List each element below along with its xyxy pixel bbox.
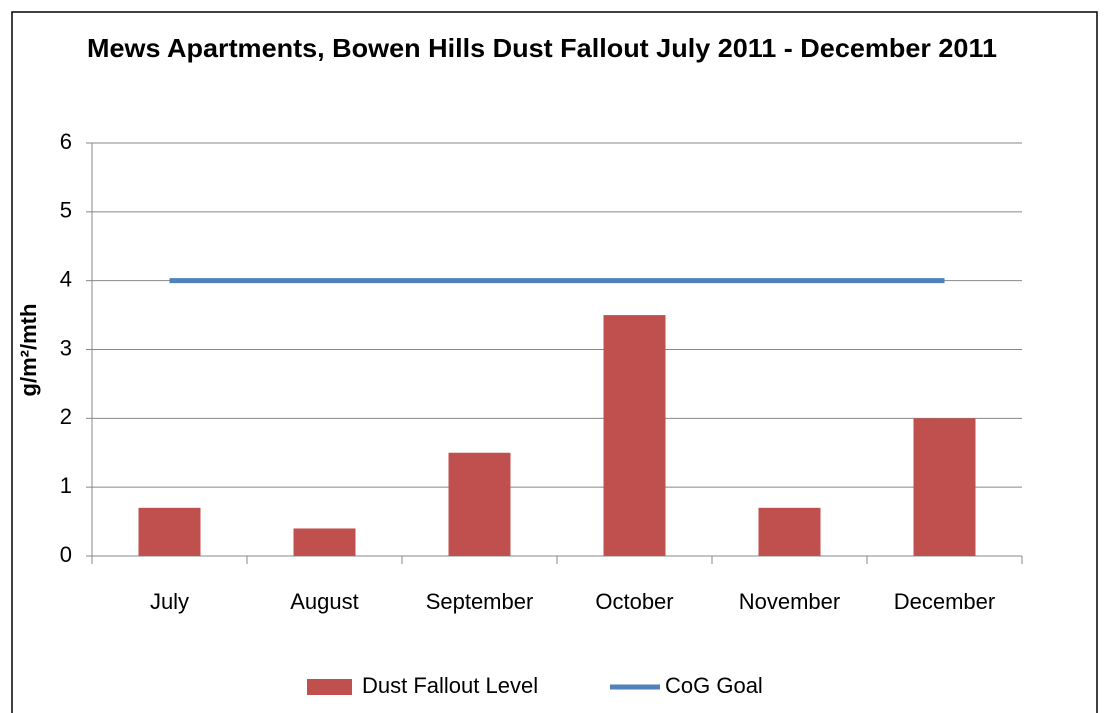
bar [758,507,821,556]
frame [11,11,1098,713]
legend-swatch [307,679,352,695]
x-tick-label: October [595,589,673,614]
y-tick-label: 0 [60,542,72,567]
y-axis-label: g/m²/mth [16,304,41,397]
y-tick-label: 6 [60,129,72,154]
y-tick-label: 3 [60,335,72,360]
legend-label: CoG Goal [665,673,763,698]
legend-label: Dust Fallout Level [362,673,538,698]
chart-title: Mews Apartments, Bowen Hills Dust Fallou… [87,33,997,63]
bar [913,418,976,556]
x-tick-label: November [739,589,840,614]
y-tick-label: 1 [60,473,72,498]
y-tick-label: 4 [60,266,72,291]
bar [293,528,356,556]
y-tick-label: 2 [60,404,72,429]
x-tick-label: September [426,589,534,614]
y-tick-label: 5 [60,198,72,223]
x-tick-label: December [894,589,995,614]
bar [138,507,201,556]
bar [603,315,666,556]
bar [448,452,511,556]
x-tick-label: August [290,589,359,614]
x-tick-label: July [150,589,189,614]
